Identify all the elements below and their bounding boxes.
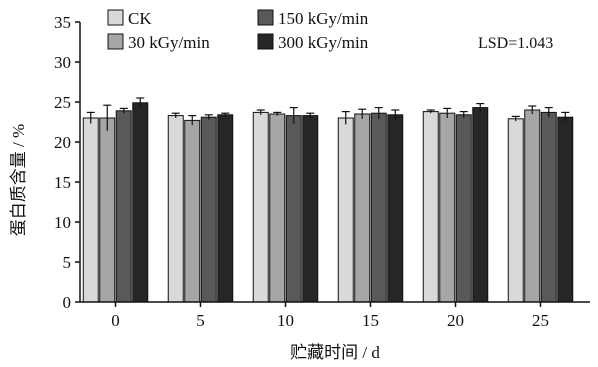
bar [132,102,149,303]
legend-label: 300 kGy/min [278,33,369,52]
x-axis-title: 贮藏时间 / d [290,343,380,362]
legend-swatch [107,33,124,50]
bar [455,114,472,303]
x-tick-label: 0 [111,311,120,330]
bar [285,115,302,303]
y-tick-label: 25 [54,93,71,112]
y-tick-label: 5 [63,253,72,272]
legend-label: 30 kGy/min [128,33,210,52]
axes: 0 5 10 15 20 25 30 35 0 5 10 15 20 25 [54,13,590,330]
legend-swatch [257,9,274,26]
bar [269,113,286,303]
bar [354,113,371,303]
y-tick-label: 20 [54,133,71,152]
y-tick-label: 30 [54,53,71,72]
bar [99,117,116,303]
bar [370,112,387,303]
bar [167,115,184,303]
bar [337,117,354,303]
bar [439,112,456,303]
bar [422,111,439,303]
bar [302,115,319,303]
legend-label: 150 kGy/min [278,9,369,28]
bar [507,118,524,303]
y-axis-title: 蛋白质含量 / % [9,124,28,236]
bar [184,119,201,303]
legend-swatch [257,33,274,50]
bar [200,116,217,303]
lsd-annotation: LSD=1.043 [478,35,553,52]
x-tick-label: 15 [362,311,379,330]
bar [387,114,404,303]
legend-label: CK [128,9,152,28]
bar [540,111,557,303]
x-tick-label: 25 [532,311,549,330]
bar [524,109,541,303]
legend-swatch [107,9,124,26]
x-tick-label: 10 [277,311,294,330]
bar [115,110,132,303]
y-tick-label: 15 [54,173,71,192]
bar [217,114,234,303]
y-tick-label: 0 [63,293,72,312]
bar [557,116,574,303]
bar [82,117,99,303]
plot-area [82,97,574,303]
x-tick-label: 5 [196,311,205,330]
bar [252,111,269,303]
y-tick-label: 10 [54,213,71,232]
x-tick-label: 20 [447,311,464,330]
legend: CK 30 kGy/min 150 kGy/min 300 kGy/min [107,9,369,52]
bar [472,107,489,303]
y-tick-label: 35 [54,13,71,32]
